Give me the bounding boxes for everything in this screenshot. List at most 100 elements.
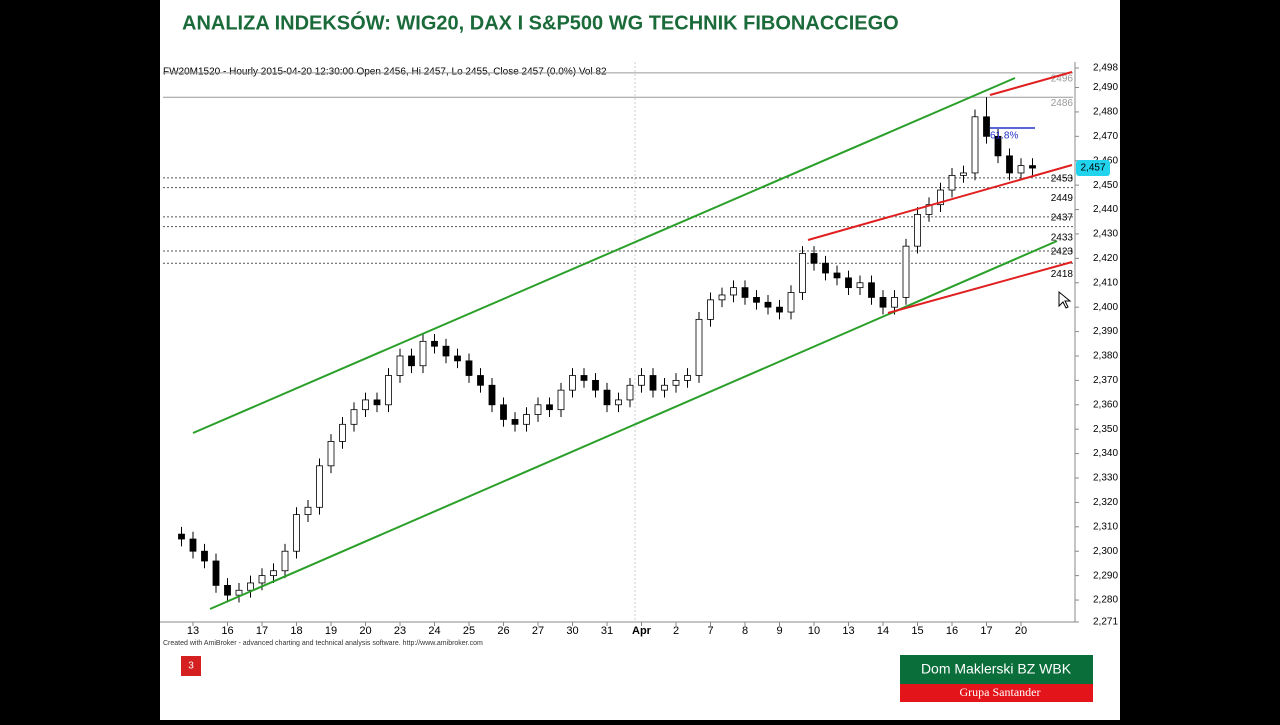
y-tick-label: 2,410 [1093, 277, 1118, 288]
candle-body [914, 214, 921, 247]
candle-body [350, 409, 358, 425]
y-tick-label: 2,330 [1093, 473, 1118, 484]
y-tick-label: 2,370 [1093, 375, 1118, 386]
candle-body [638, 375, 645, 386]
y-tick-label: 2,280 [1093, 595, 1118, 606]
candle-body [833, 272, 841, 279]
candle-body [615, 399, 622, 406]
y-tick-label: 2,380 [1093, 351, 1118, 362]
x-tick-label: 20 [1015, 625, 1027, 637]
x-tick-label: 16 [946, 625, 958, 637]
plot: 2,271 2,280 2,290 2,300 2,310 2,320 2,330 2,340… [163, 63, 1118, 637]
slide-number-box [181, 656, 201, 676]
candle-body [1029, 165, 1036, 169]
candle-body [500, 404, 507, 420]
chart-header: FW20M1520 - Hourly 2015-04-20 12:30:00 O… [163, 67, 607, 78]
level-label: 2449 [1051, 193, 1074, 204]
x-tick-label: 31 [601, 625, 613, 637]
candle-body [626, 384, 634, 401]
candle-body [868, 282, 875, 298]
y-tick-label: 2,450 [1093, 180, 1118, 191]
candle-body [695, 318, 703, 376]
x-tick-label: 26 [497, 625, 509, 637]
level-label: 2437 [1051, 213, 1074, 224]
candle-body [787, 292, 795, 313]
x-tick-label: 9 [776, 625, 782, 637]
candle-body [1017, 165, 1025, 174]
trendlines: 61.8% [192, 71, 1073, 610]
candle-body [764, 301, 772, 308]
slide-number: 3 [188, 661, 194, 672]
candle-body [753, 297, 760, 303]
candle-body [856, 282, 864, 289]
candle-body [994, 135, 1002, 157]
candle-body [304, 506, 312, 516]
candle-body [511, 419, 519, 425]
x-tick-label: 18 [290, 625, 302, 637]
y-tick-label: 2,340 [1093, 448, 1118, 459]
x-tick-label: 24 [428, 625, 440, 637]
candle-body [546, 404, 553, 411]
footnote: Created with AmiBroker - advanced charti… [163, 640, 483, 647]
candle-body [373, 399, 381, 406]
x-tick-label: 27 [532, 625, 544, 637]
x-tick-label: 20 [359, 625, 371, 637]
logo-bottom-text: Grupa Santander [960, 685, 1041, 699]
candle-body [983, 116, 990, 137]
level-label: 2486 [1051, 98, 1074, 109]
y-tick-label: 2,310 [1093, 521, 1118, 532]
level-label: 2496 [1051, 74, 1074, 85]
level-label: 2453 [1051, 173, 1074, 184]
x-tick-label: 23 [394, 625, 406, 637]
x-tick-label: 13 [187, 625, 199, 637]
candle-body [1006, 155, 1013, 174]
candle-body [385, 375, 392, 406]
cursor [1058, 290, 1072, 309]
candle-body [178, 533, 185, 540]
candle-body [534, 404, 542, 415]
candle-body [270, 570, 277, 577]
y-tick-label: 2,470 [1093, 131, 1118, 142]
candle-body [281, 550, 289, 572]
x-tick-label: 15 [911, 625, 923, 637]
x-tick-label: 25 [463, 625, 475, 637]
candle-body [454, 355, 461, 362]
channel-upper [192, 77, 1016, 434]
candle-body [327, 441, 335, 467]
candle-body [718, 294, 726, 301]
candle-body [258, 575, 266, 584]
y-tick-label: 2,320 [1093, 497, 1118, 508]
candle-body [845, 277, 852, 289]
fib-label: 61.8% [990, 131, 1018, 142]
candle-body [316, 465, 323, 508]
slide-title: ANALIZA INDEKSÓW: WIG20, DAX I S&P500 WG… [182, 10, 899, 34]
x-tick-label: 2 [673, 625, 679, 637]
candle-body [684, 375, 691, 381]
red-line [887, 261, 1073, 314]
candle-body [523, 414, 530, 425]
candle-body [235, 589, 243, 596]
candle-body [465, 360, 473, 376]
y-tick-label: 2,420 [1093, 253, 1118, 264]
candle-body [201, 550, 208, 562]
x-tick-label: Apr [632, 625, 652, 637]
candle-body [408, 355, 415, 367]
y-tick-label: 2,440 [1093, 204, 1118, 215]
candle-body [661, 384, 668, 391]
candle-body [442, 345, 450, 357]
candle-body [891, 297, 898, 308]
y-tick-label: 2,498 [1093, 63, 1118, 74]
last-price-box [1076, 160, 1110, 177]
y-tick-label: 2,300 [1093, 546, 1118, 557]
candle-body [419, 340, 427, 367]
candle-body [879, 297, 887, 308]
level-label: 2423 [1051, 247, 1074, 258]
candle-body [971, 116, 979, 174]
x-tick-label: 19 [325, 625, 337, 637]
candle-body [569, 375, 576, 391]
candle-body [810, 253, 818, 264]
candle-body [396, 355, 404, 376]
candle-body [431, 340, 438, 347]
